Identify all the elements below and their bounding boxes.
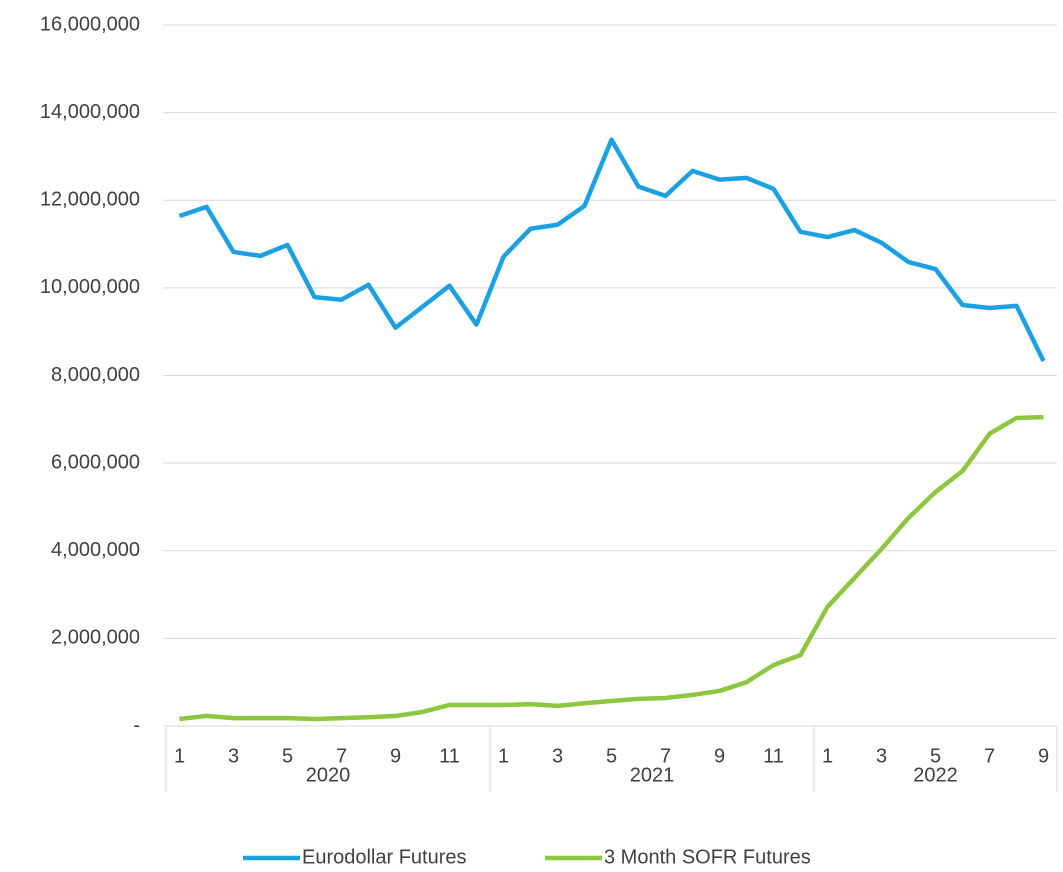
x-tick-label: 3	[228, 745, 239, 767]
group-label: 2021	[630, 764, 675, 786]
y-tick-label: 12,000,000	[40, 189, 140, 211]
y-tick-label: 10,000,000	[40, 276, 140, 298]
x-tick-label: 1	[174, 745, 185, 767]
x-tick-label: 9	[390, 745, 401, 767]
x-tick-label: 9	[714, 745, 725, 767]
x-tick-label: 3	[876, 745, 887, 767]
x-tick-label: 11	[763, 745, 784, 767]
series-line	[179, 414, 1044, 722]
x-tick-label: 5	[930, 745, 941, 767]
series-line	[178, 137, 1046, 363]
y-tick-label: 8,000,000	[51, 364, 140, 386]
legend-label: Eurodollar Futures	[302, 846, 467, 868]
x-tick-label: 5	[282, 745, 293, 767]
y-tick-label: 14,000,000	[40, 101, 140, 123]
group-label: 2020	[306, 764, 351, 786]
x-tick-label: 7	[660, 745, 671, 767]
x-tick-label: 9	[1038, 745, 1049, 767]
x-tick-label: 1	[822, 745, 833, 767]
x-tick-label: 5	[606, 745, 617, 767]
y-tick-label: 16,000,000	[40, 13, 140, 35]
y-tick-label: 4,000,000	[51, 539, 140, 561]
x-tick-label: 1	[498, 745, 509, 767]
y-tick-label: 6,000,000	[51, 451, 140, 473]
x-tick-label: 7	[336, 745, 347, 767]
x-tick-label: 3	[552, 745, 563, 767]
x-tick-label: 11	[439, 745, 460, 767]
y-tick-label: -	[133, 714, 140, 736]
legend-label: 3 Month SOFR Futures	[604, 846, 811, 868]
y-tick-label: 2,000,000	[51, 627, 140, 649]
group-label: 2022	[913, 764, 958, 786]
x-tick-label: 7	[984, 745, 995, 767]
